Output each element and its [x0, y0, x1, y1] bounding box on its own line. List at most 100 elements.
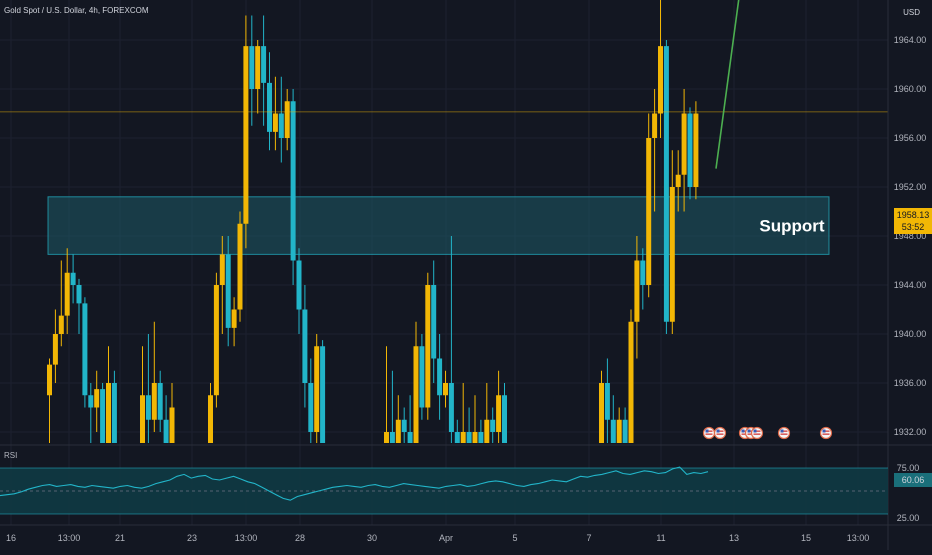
support-zone-label: Support — [759, 217, 824, 236]
candle-body — [52, 334, 58, 365]
candle-body — [296, 260, 302, 310]
candle-body — [460, 432, 466, 443]
candle-body — [219, 254, 225, 285]
candle-body — [58, 315, 64, 334]
candle-layer — [47, 0, 699, 443]
candle-body — [478, 432, 484, 443]
rsi-label: RSI — [4, 451, 18, 460]
price-tick-label: 1956.00 — [894, 133, 927, 143]
flag-outer — [750, 426, 764, 440]
support-zone — [47, 196, 830, 255]
rsi-value-badge: 60.06 — [894, 473, 932, 487]
flag-stripe — [780, 430, 788, 432]
time-tick-label: 16 — [6, 533, 16, 543]
price-tick-label: 1936.00 — [894, 378, 927, 388]
bar-countdown: 53:52 — [901, 222, 925, 232]
candle-body — [284, 101, 290, 138]
candle-body — [163, 419, 169, 443]
candle-body — [140, 395, 145, 443]
candle-body — [616, 419, 622, 443]
candle-body — [261, 46, 267, 83]
candle-body — [225, 254, 231, 328]
candle-body — [681, 113, 687, 175]
candle-body — [249, 46, 255, 89]
candle-body — [413, 346, 419, 443]
flag-canton — [716, 429, 720, 433]
candle-body — [255, 46, 261, 89]
price-tick-label: 1940.00 — [894, 329, 927, 339]
candle-body — [628, 321, 634, 443]
flag-canton — [705, 429, 709, 433]
price-tick-label: 1964.00 — [894, 35, 927, 45]
time-tick-label: 23 — [187, 533, 197, 543]
rsi-panel: 75.00 25.00 — [0, 463, 919, 523]
candle-body — [669, 187, 675, 322]
zone-layer: next TargetSupport — [47, 196, 830, 255]
flag-outer — [702, 426, 716, 440]
candle-body — [407, 432, 413, 443]
flag-canton — [822, 429, 826, 433]
candle-body — [443, 383, 448, 396]
rsi-lower-tick: 25.00 — [897, 513, 920, 523]
flag-canton — [753, 429, 757, 433]
candle-body — [237, 223, 243, 310]
us-flag-icon — [777, 426, 791, 440]
us-flag-icon — [702, 426, 716, 440]
time-tick-label: 30 — [367, 533, 377, 543]
flag-stripe — [753, 433, 761, 435]
currency-label[interactable]: USD — [903, 8, 920, 17]
flag-stripe — [705, 433, 713, 435]
candle-body — [320, 346, 326, 443]
candle-body — [47, 364, 52, 396]
candle-body — [490, 419, 496, 432]
price-tick-label: 1944.00 — [894, 280, 927, 290]
candle-body — [622, 419, 628, 443]
candle-body — [308, 383, 314, 432]
grid-layer — [0, 0, 888, 525]
candle-body — [425, 285, 431, 408]
candle-body — [419, 346, 425, 408]
candle-body — [100, 389, 106, 443]
current-price-badge: 1958.13 53:52 — [894, 208, 932, 234]
candle-body — [634, 260, 640, 322]
flag-canton — [747, 429, 751, 433]
candle-body — [693, 113, 699, 187]
candle-body — [663, 46, 669, 322]
candle-body — [278, 113, 284, 138]
time-tick-label: 13:00 — [847, 533, 870, 543]
price-tick-label: 1932.00 — [894, 427, 927, 437]
candle-body — [145, 395, 151, 420]
us-flag-icon — [750, 426, 764, 440]
flag-stripe — [741, 430, 749, 432]
flag-stripe — [747, 433, 755, 435]
projection-arrow — [715, 0, 740, 169]
candle-body — [395, 419, 401, 443]
flag-stripe — [741, 433, 749, 435]
candle-body — [208, 395, 213, 443]
candle-body — [76, 285, 82, 304]
candle-body — [94, 389, 100, 408]
time-tick-label: 5 — [512, 533, 517, 543]
time-tick-label: 21 — [115, 533, 125, 543]
candle-body — [431, 285, 437, 359]
flag-stripe — [822, 433, 830, 435]
current-price: 1958.13 — [896, 210, 930, 220]
candle-body — [604, 383, 610, 420]
candle-body — [466, 432, 472, 443]
rsi-upper-tick: 75.00 — [897, 463, 920, 473]
candle-body — [64, 272, 70, 316]
candle-body — [610, 419, 616, 443]
candle-body — [384, 432, 389, 443]
candle-body — [646, 138, 652, 285]
time-tick-label: 13:00 — [58, 533, 81, 543]
candle-body — [314, 346, 320, 432]
flag-outer — [819, 426, 833, 440]
candle-body — [437, 358, 443, 396]
flag-stripe — [753, 430, 761, 432]
candle-body — [302, 309, 308, 383]
flag-stripe — [747, 430, 755, 432]
candle-body — [82, 303, 88, 396]
